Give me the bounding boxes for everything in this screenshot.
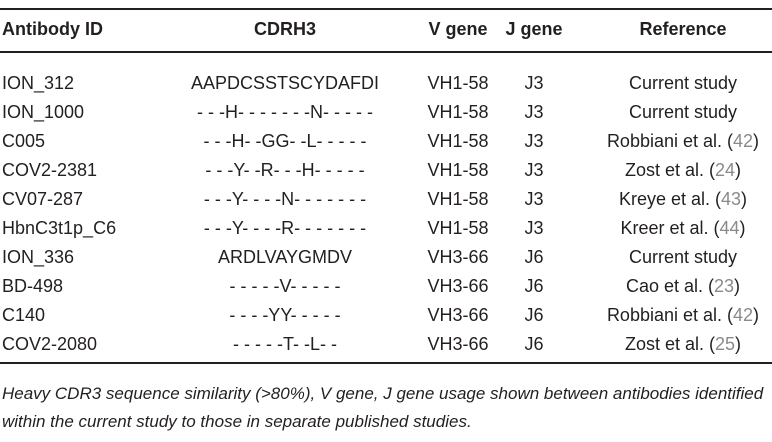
table-cell: BD-498 — [2, 276, 64, 296]
table-cell: ARDLVAYGMDV — [217, 247, 353, 267]
table-cell: VH1-58 — [427, 131, 489, 151]
table-cell: Zost et al. (25) — [590, 333, 772, 355]
top-rule — [0, 8, 772, 10]
reference-number: 42 — [733, 131, 754, 151]
table-cell: Robbiani et al. (42) — [590, 304, 772, 326]
reference-text: ) — [741, 189, 748, 209]
reference-text: Current study — [628, 73, 738, 93]
reference-text: ) — [753, 305, 760, 325]
header-rule — [0, 51, 772, 53]
table-cell: Cao et al. (23) — [590, 275, 772, 297]
table-cell: ION_1000 — [2, 102, 85, 122]
table-cell: ION_336 — [2, 247, 75, 267]
table-cell: J6 — [524, 334, 544, 354]
table-cell: C005 — [2, 131, 46, 151]
table-cell: Kreer et al. (44) — [590, 217, 772, 239]
reference-number: 42 — [733, 305, 754, 325]
table-cell: VH1-58 — [427, 218, 489, 238]
reference-text: ) — [735, 334, 742, 354]
header-cell: CDRH3 — [253, 19, 316, 39]
table-cell: ION_312 — [2, 73, 75, 93]
table-cell: VH3-66 — [427, 247, 489, 267]
reference-text: Cao et al. ( — [625, 276, 714, 296]
table-cell: VH3-66 — [427, 334, 489, 354]
reference-text: Current study — [628, 247, 738, 267]
reference-number: 23 — [714, 276, 735, 296]
table-cell: J3 — [524, 160, 544, 180]
reference-number: 24 — [715, 160, 736, 180]
header-cell: V gene — [428, 19, 488, 39]
reference-number: 43 — [721, 189, 742, 209]
table-cell: J3 — [524, 189, 544, 209]
header-cell: Reference — [639, 19, 727, 39]
reference-text: ) — [735, 160, 742, 180]
table-cell: - - -Y- -R- - -H- - - - - — [205, 160, 365, 180]
reference-text: Kreye et al. ( — [618, 189, 721, 209]
table-cell: Robbiani et al. (42) — [590, 130, 772, 152]
header-cell: J gene — [505, 19, 563, 39]
table-cell: - - - - -T- -L- - — [233, 334, 337, 354]
reference-text: ) — [753, 131, 760, 151]
table-cell: J6 — [524, 305, 544, 325]
table-cell: J6 — [524, 276, 544, 296]
table-cell: J3 — [524, 102, 544, 122]
table-cell: VH1-58 — [427, 189, 489, 209]
reference-text: ) — [734, 276, 741, 296]
table-cell: VH1-58 — [427, 73, 489, 93]
table-cell: Current study — [590, 101, 772, 123]
reference-text: Robbiani et al. ( — [606, 305, 734, 325]
table-cell: - - -Y- - - -R- - - - - - - — [203, 218, 367, 238]
header-cell: Antibody ID — [2, 19, 103, 39]
table-cell: J3 — [524, 131, 544, 151]
table-cell: COV2-2381 — [2, 160, 98, 180]
table-cell: - - - -YY- - - - - — [229, 305, 341, 325]
table-cell: VH3-66 — [427, 276, 489, 296]
table-cell: HbnC3t1p_C6 — [2, 218, 117, 238]
table-cell: Kreye et al. (43) — [590, 188, 772, 210]
table-cell: Zost et al. (24) — [590, 159, 772, 181]
table-cell: J3 — [524, 218, 544, 238]
table-cell: COV2-2080 — [2, 334, 98, 354]
table-cell: Current study — [590, 246, 772, 268]
reference-text: Zost et al. ( — [624, 334, 715, 354]
table-cell: - - -H- - - - - - -N- - - - - — [197, 102, 373, 122]
reference-number: 25 — [715, 334, 736, 354]
table-cell: Current study — [590, 72, 772, 94]
table-cell: - - - - -V- - - - - — [229, 276, 341, 296]
reference-text: ) — [739, 218, 746, 238]
reference-text: Current study — [628, 102, 738, 122]
table-cell: - - -H- -GG- -L- - - - - — [203, 131, 367, 151]
table-cell: VH3-66 — [427, 305, 489, 325]
table-cell: J3 — [524, 73, 544, 93]
bottom-rule — [0, 362, 772, 364]
table-cell: J6 — [524, 247, 544, 267]
reference-text: Zost et al. ( — [624, 160, 715, 180]
table-cell: - - -Y- - - -N- - - - - - - — [203, 189, 367, 209]
table-cell: CV07-287 — [2, 189, 84, 209]
reference-text: Kreer et al. ( — [620, 218, 720, 238]
reference-text: Robbiani et al. ( — [606, 131, 734, 151]
table-cell: AAPDCSSTSCYDAFDI — [190, 73, 380, 93]
table-cell: VH1-58 — [427, 102, 489, 122]
reference-number: 44 — [719, 218, 740, 238]
caption: Heavy CDR3 sequence similarity (>80%), V… — [2, 384, 764, 431]
table-cell: VH1-58 — [427, 160, 489, 180]
table-cell: C140 — [2, 305, 46, 325]
